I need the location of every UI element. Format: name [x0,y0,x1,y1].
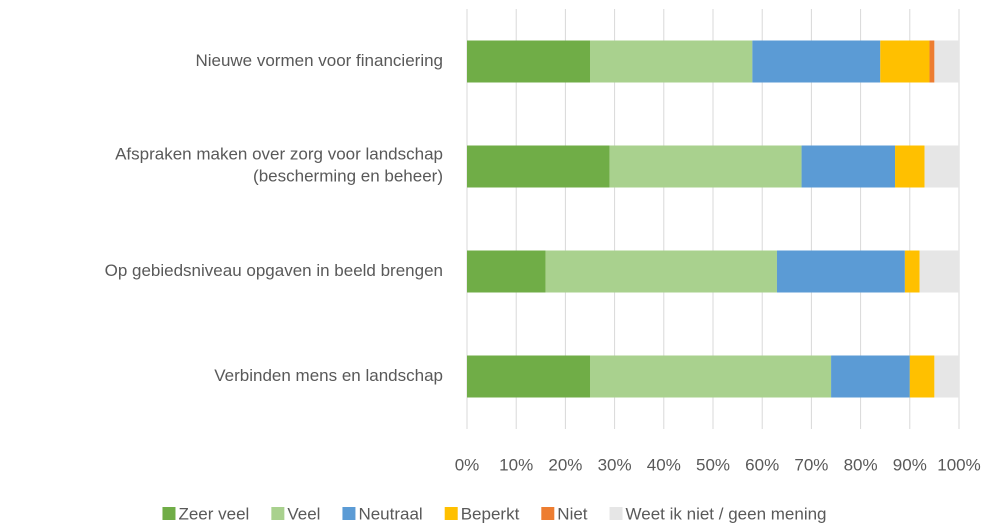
bar-segment [934,355,959,398]
bar-segment [545,250,777,293]
category-label: Afspraken maken over zorg voor landschap… [115,145,443,186]
x-tick-label: 90% [893,455,927,474]
bar-segment [909,355,935,398]
legend-swatch [271,507,285,520]
x-tick-label: 20% [548,455,582,474]
bar-segment [467,250,546,293]
legend-swatch [541,507,555,520]
x-tick-label: 0% [455,455,480,474]
legend-swatch [444,507,458,520]
legend-label: Zeer veel [178,504,249,523]
category-label: Nieuwe vormen voor financiering [195,51,443,70]
bar-segment [467,40,590,83]
bar-segment [609,145,802,188]
bar-segment [752,40,881,83]
bar-segment [934,40,959,83]
legend-label: Beperkt [461,504,520,523]
bar-segment [924,145,959,188]
bar-segment [467,145,610,188]
x-tick-label: 80% [844,455,878,474]
bar-segment [590,40,753,83]
category-label: Op gebiedsniveau opgaven in beeld brenge… [105,261,443,280]
x-tick-label: 40% [647,455,681,474]
legend-label: Neutraal [358,504,422,523]
bar-segment [895,145,925,188]
x-tick-label: 100% [937,455,980,474]
bar-segment [801,145,896,188]
legend-swatch [342,507,356,520]
legend-label: Weet ik niet / geen mening [626,504,827,523]
bar-segment [831,355,910,398]
bar-segment [904,250,920,293]
legend-swatch [162,507,176,520]
legend-label: Niet [557,504,588,523]
bar-segment [880,40,930,83]
legend-swatch [609,507,623,520]
bar-segment [776,250,905,293]
bar-segment [929,40,935,83]
bar-segment [467,355,590,398]
x-tick-label: 60% [745,455,779,474]
bar-segment [919,250,959,293]
x-tick-label: 10% [499,455,533,474]
x-tick-label: 30% [598,455,632,474]
x-tick-label: 50% [696,455,730,474]
category-label: Verbinden mens en landschap [214,366,443,385]
bar-segment [590,355,832,398]
legend-label: Veel [287,504,320,523]
x-tick-label: 70% [794,455,828,474]
